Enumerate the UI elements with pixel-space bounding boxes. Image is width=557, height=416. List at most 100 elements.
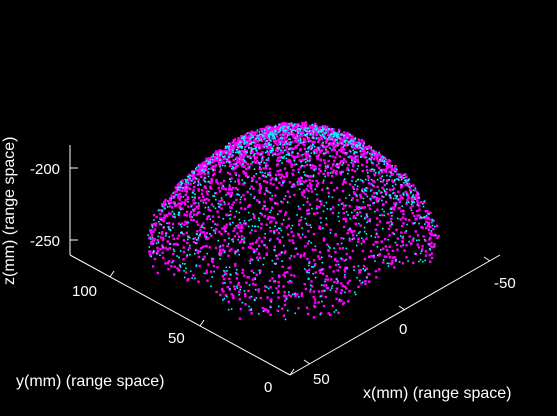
scatter-point (157, 235, 160, 238)
scatter-point (382, 196, 385, 198)
scatter-point (306, 223, 309, 226)
scatter-point (229, 147, 233, 151)
scatter-point (194, 167, 197, 170)
scatter-point (265, 176, 267, 178)
scatter-point (320, 134, 323, 137)
scatter-point (285, 171, 289, 175)
scatter-point (304, 174, 308, 177)
scatter-point (308, 271, 310, 274)
scatter-point (427, 221, 431, 225)
scatter-point (243, 138, 245, 141)
scatter-point (409, 192, 412, 194)
scatter-point (392, 187, 396, 190)
scatter-point (337, 280, 339, 282)
scatter-point (431, 224, 434, 227)
scatter-point (280, 126, 282, 129)
scatter-point (271, 206, 274, 209)
scatter-point (214, 246, 218, 250)
scatter-point (206, 279, 209, 282)
scatter-point (249, 187, 251, 190)
scatter-point (256, 144, 259, 147)
scatter-point (409, 242, 413, 245)
scatter-point (268, 132, 271, 135)
scatter-point (292, 127, 295, 131)
scatter-point (387, 221, 390, 224)
scatter-point (428, 243, 430, 245)
scatter-point (169, 228, 172, 231)
scatter-point (247, 166, 250, 169)
scatter-point (413, 201, 415, 203)
scatter-point (292, 169, 295, 172)
scatter-point (300, 161, 302, 163)
scatter-point (290, 273, 293, 277)
scatter-point (373, 254, 375, 257)
scatter-point (333, 247, 335, 249)
scatter-point (345, 258, 348, 261)
scatter-point (237, 188, 239, 191)
scatter-point (337, 136, 340, 139)
scatter-point (345, 204, 347, 207)
scatter-point (227, 308, 230, 311)
scatter-point (373, 202, 376, 204)
scatter-point (359, 146, 362, 150)
scatter-point (380, 170, 382, 172)
scatter-point (277, 284, 281, 288)
scatter-point (299, 236, 302, 239)
scatter-point (274, 139, 278, 142)
scatter-point (207, 172, 210, 175)
scatter-point (185, 210, 189, 214)
scatter-point (290, 147, 293, 150)
scatter-point (370, 182, 373, 186)
scatter-point (283, 275, 286, 278)
scatter-point (230, 146, 234, 149)
scatter-point (307, 127, 309, 129)
scatter-point (251, 259, 254, 261)
scatter-point (174, 186, 177, 189)
scatter-point (403, 182, 405, 184)
scatter-point (389, 188, 392, 192)
scatter-point (254, 299, 256, 301)
scatter-point (209, 218, 211, 221)
scatter-point (228, 148, 230, 151)
scatter-point (199, 165, 202, 168)
x-tick-label: 50 (313, 371, 330, 388)
scatter-point (166, 261, 169, 265)
scatter-point (241, 268, 245, 271)
scatter-point (168, 205, 172, 208)
scatter-point (198, 235, 200, 237)
scatter-point (226, 270, 228, 272)
scatter-point (182, 250, 186, 254)
scatter-point (216, 266, 219, 269)
scatter-point (232, 166, 235, 169)
scatter-point (238, 290, 241, 293)
scatter-point (387, 252, 390, 256)
scatter-point (381, 170, 384, 174)
scatter-point (227, 202, 230, 205)
scatter-point (248, 166, 251, 168)
scatter-point (237, 139, 240, 142)
scatter-point (236, 164, 239, 167)
scatter-point (405, 181, 408, 184)
scatter-point (333, 140, 337, 143)
scatter-point (256, 129, 259, 131)
scatter-point (331, 155, 334, 158)
scatter-point (182, 239, 186, 242)
scatter-point (300, 142, 302, 144)
scatter-point (248, 147, 250, 149)
scatter-point (152, 251, 155, 253)
scatter-point (303, 283, 306, 286)
scatter-point (147, 234, 149, 236)
scatter-point (150, 229, 153, 232)
scatter-point (231, 141, 234, 144)
scatter-point (337, 131, 340, 134)
scatter-point (277, 138, 281, 141)
scatter-point (234, 187, 238, 190)
scatter-point (149, 238, 152, 240)
scatter-point (186, 183, 189, 186)
scatter-point (372, 168, 374, 170)
scatter-point (272, 149, 274, 152)
scatter-point (340, 171, 343, 174)
scatter-point (275, 186, 279, 189)
scatter-point (367, 151, 369, 153)
scatter-point (268, 144, 271, 146)
